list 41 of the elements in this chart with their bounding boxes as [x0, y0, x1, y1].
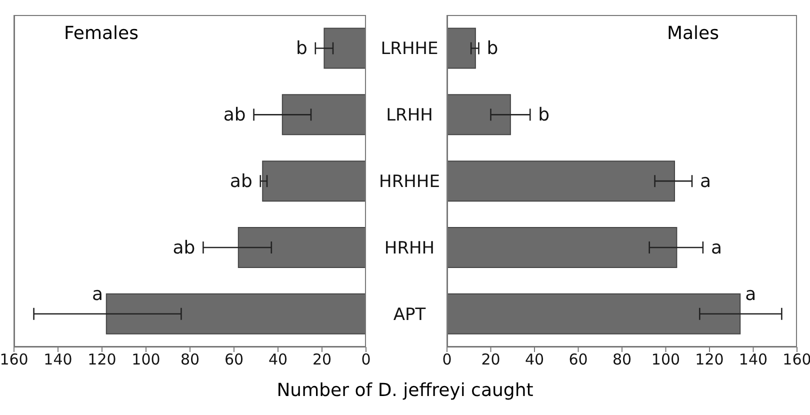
x-axis-title: Number of D. jeffreyi caught	[276, 380, 534, 401]
y-tick-label: LRHH	[386, 106, 433, 126]
x-tick-label: 140	[44, 350, 72, 369]
x-tick-label: 20	[312, 350, 332, 369]
bar	[324, 28, 366, 69]
x-tick-label: 0	[361, 350, 371, 369]
bar	[282, 94, 366, 136]
text: Males	[667, 23, 720, 44]
y-tick-label: LRHHE	[380, 39, 438, 60]
annotation: a	[745, 284, 756, 305]
x-tick-label: 120	[88, 350, 116, 369]
bar	[106, 293, 366, 334]
x-tick-label: 40	[524, 350, 544, 369]
x-tick-label: 0	[442, 350, 452, 369]
annotation: ab	[172, 237, 196, 258]
annotation: a	[710, 237, 722, 258]
annotation: b	[296, 38, 308, 60]
bar	[262, 160, 366, 202]
x-tick-label: 80	[612, 350, 632, 369]
text: Females	[64, 23, 138, 44]
annotation: ab	[223, 104, 246, 126]
x-tick-label: 160	[0, 350, 28, 369]
x-tick-label: 60	[568, 350, 588, 369]
y-tick-label: APT	[393, 304, 426, 325]
annotation: b	[486, 38, 498, 60]
x-tick-label: 80	[180, 350, 200, 369]
x-tick-label: 160	[782, 350, 810, 369]
x-tick-label: 100	[651, 350, 680, 369]
x-tick-label: 20	[481, 350, 500, 369]
x-tick-label: 60	[224, 350, 244, 369]
annotation: ab	[230, 171, 252, 192]
y-tick-label: HRHH	[384, 238, 435, 258]
x-tick-label: 40	[268, 350, 288, 369]
x-tick-label: 120	[695, 350, 724, 369]
annotation: a	[92, 284, 104, 305]
x-tick-label: 100	[132, 350, 160, 369]
x-tick-label: 140	[738, 350, 768, 369]
annotation: a	[700, 171, 712, 192]
y-tick-label: HRHHE	[379, 172, 440, 192]
annotation: b	[538, 104, 550, 126]
bar	[238, 226, 366, 268]
